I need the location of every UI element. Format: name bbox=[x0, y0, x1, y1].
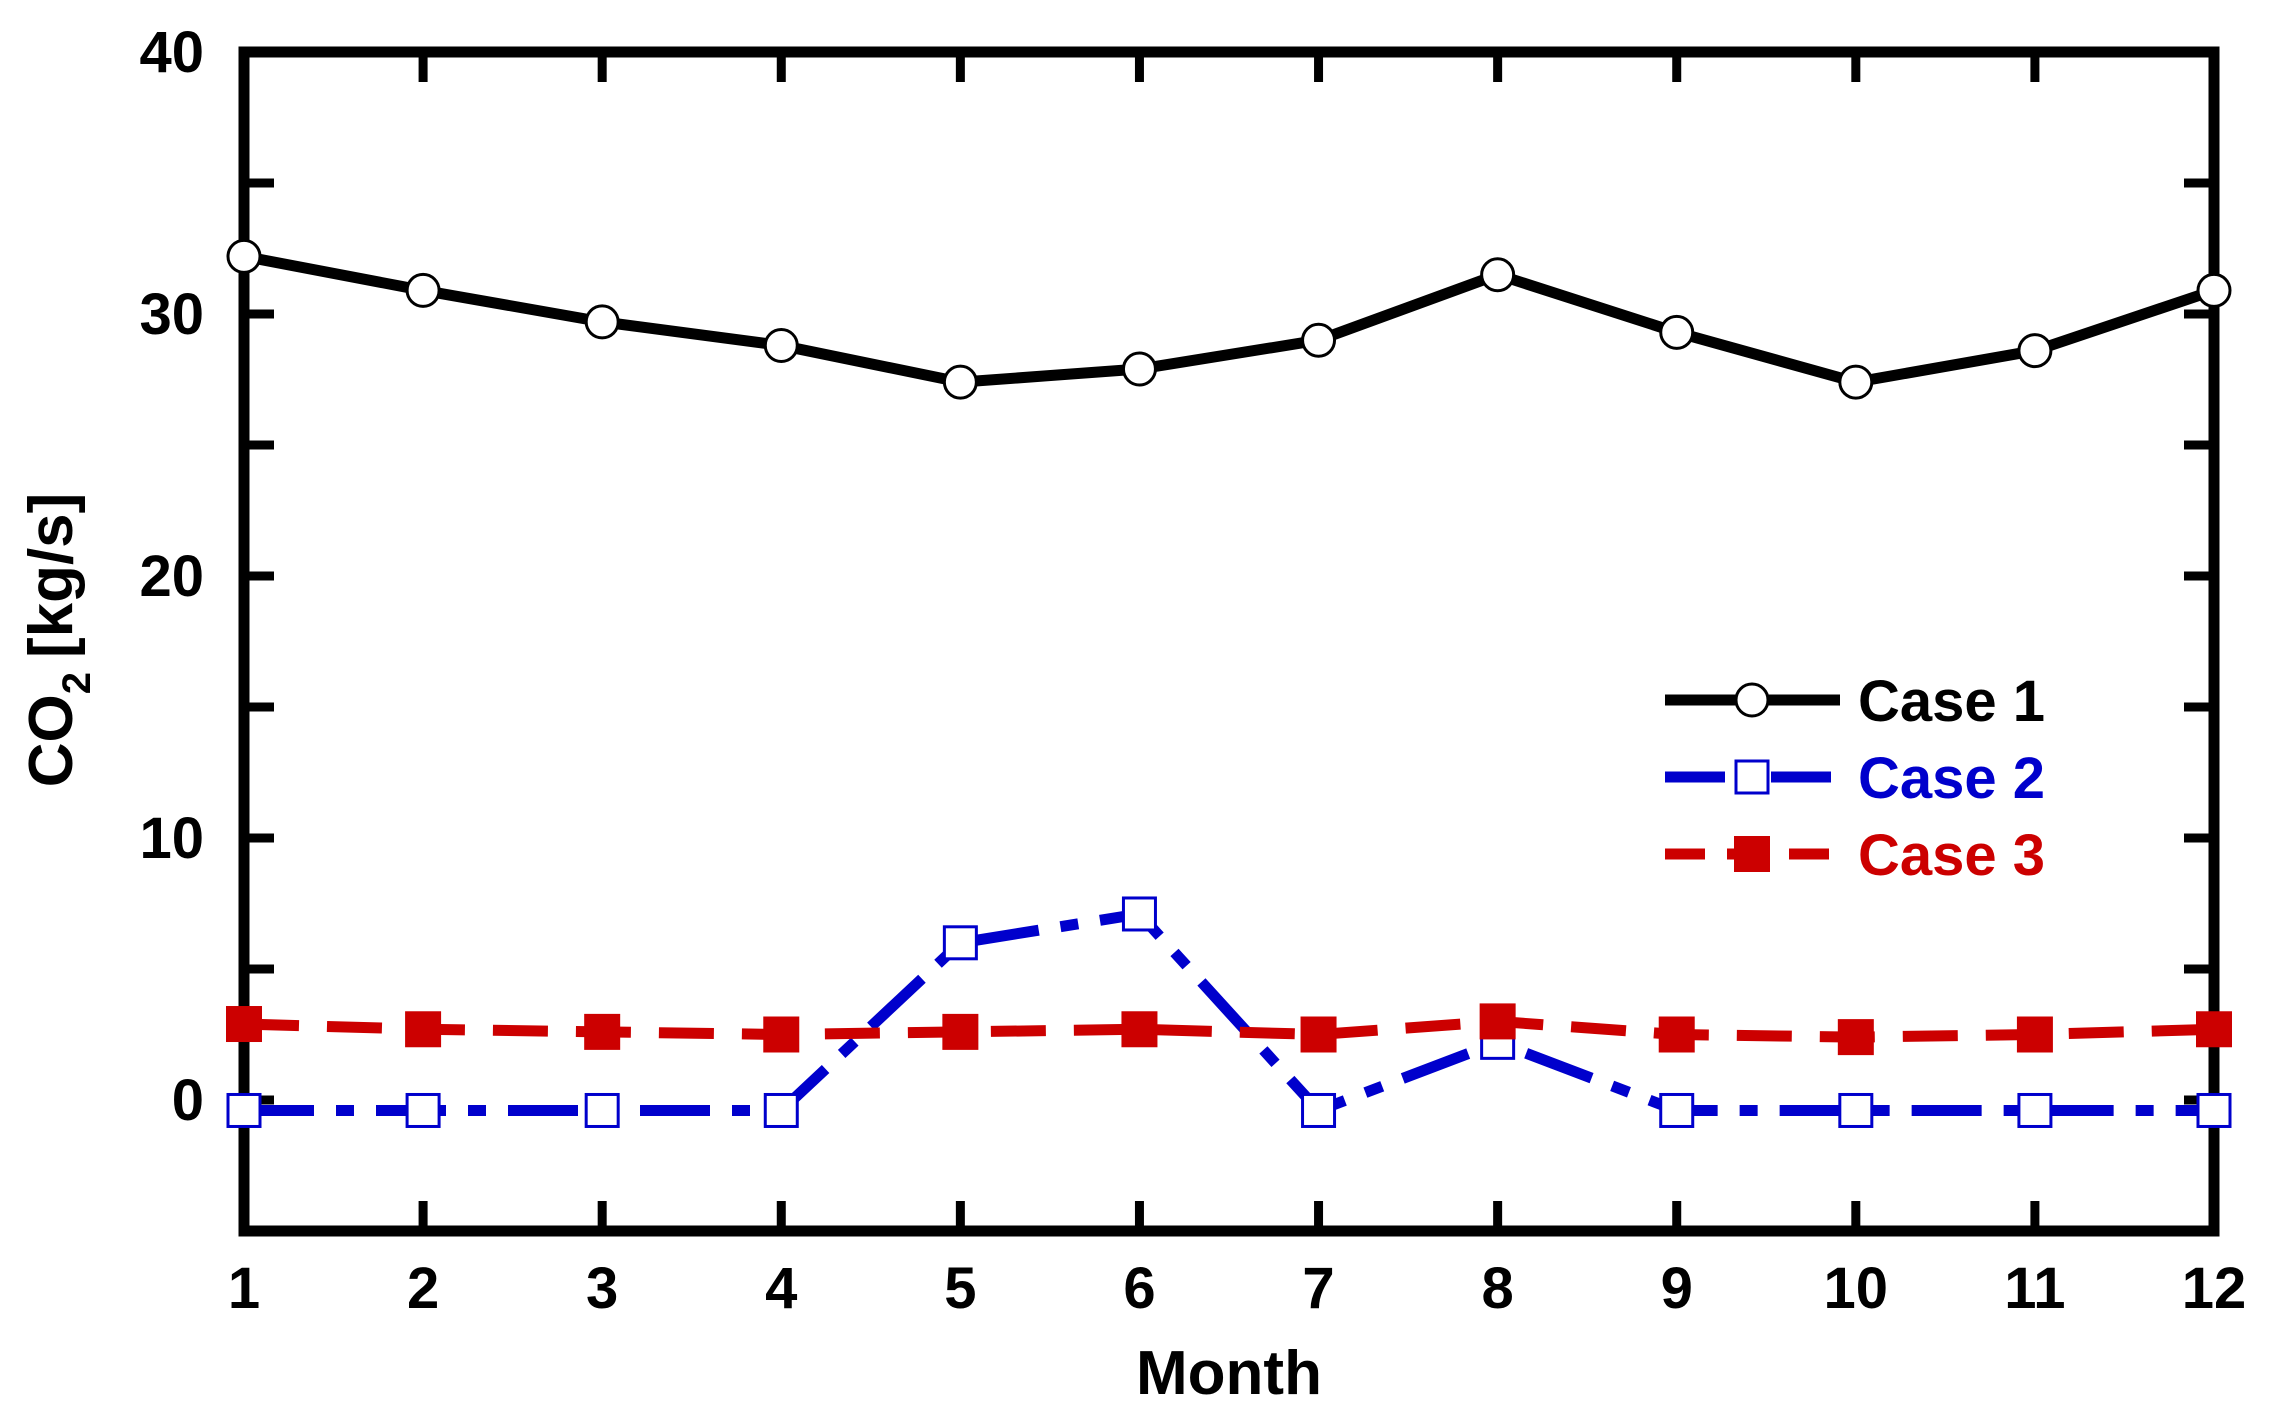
data-point bbox=[226, 238, 262, 274]
legend-marker bbox=[1734, 836, 1770, 872]
data-point bbox=[2017, 333, 2053, 369]
y-tick-label: 40 bbox=[139, 20, 204, 85]
data-point bbox=[405, 1011, 442, 1048]
data-point bbox=[1300, 1016, 1337, 1053]
series-2 bbox=[226, 896, 2232, 1128]
data-point bbox=[1838, 1092, 1874, 1128]
data-point bbox=[1121, 351, 1157, 387]
y-tick-label: 20 bbox=[139, 544, 204, 609]
legend-marker bbox=[1734, 759, 1770, 795]
axis-ticks bbox=[244, 52, 2214, 1236]
x-tick-label: 7 bbox=[1302, 1256, 1334, 1321]
data-point bbox=[1838, 364, 1874, 400]
x-tick-label: 12 bbox=[2182, 1256, 2247, 1321]
y-axis-label: CO2 [kg/s] bbox=[17, 493, 99, 788]
legend-marker bbox=[1734, 682, 1770, 718]
y-tick-label: 10 bbox=[139, 806, 204, 871]
x-tick-label: 5 bbox=[944, 1256, 976, 1321]
data-point bbox=[1121, 1011, 1158, 1048]
series-1 bbox=[226, 238, 2232, 400]
legend-entry-2: Case 2 bbox=[1665, 746, 2045, 811]
series-layer bbox=[226, 238, 2232, 1128]
y-axis-label-subscript: 2 bbox=[55, 672, 99, 694]
legend-label: Case 2 bbox=[1858, 746, 2045, 811]
y-tick-label: 0 bbox=[172, 1068, 204, 1133]
data-point bbox=[942, 925, 978, 961]
data-point bbox=[2016, 1016, 2053, 1053]
data-point bbox=[1301, 1092, 1337, 1128]
svg-text:CO2[kg/s]: CO2 [kg/s] bbox=[17, 493, 99, 788]
data-point bbox=[405, 1092, 441, 1128]
x-tick-label: 4 bbox=[765, 1256, 797, 1321]
x-tick-label: 9 bbox=[1661, 1256, 1693, 1321]
series-line bbox=[244, 908, 2214, 1116]
data-point bbox=[405, 272, 441, 308]
data-point bbox=[2196, 1011, 2232, 1048]
data-point bbox=[1658, 1016, 1695, 1053]
x-tick-label: 1 bbox=[228, 1256, 260, 1321]
data-point bbox=[584, 1013, 621, 1050]
y-axis-label-unit: [kg/s] bbox=[17, 493, 86, 658]
data-point bbox=[1659, 1092, 1695, 1128]
data-point bbox=[1659, 314, 1695, 350]
plot-frame bbox=[238, 46, 2220, 1237]
data-point bbox=[226, 1092, 262, 1128]
legend-entry-3: Case 3 bbox=[1665, 823, 2045, 888]
series-3 bbox=[226, 1003, 2232, 1056]
y-axis-label-main: CO bbox=[17, 694, 86, 787]
data-point bbox=[2196, 1092, 2232, 1128]
data-point bbox=[1837, 1019, 1874, 1056]
y-tick-label: 30 bbox=[139, 282, 204, 347]
x-tick-label: 3 bbox=[586, 1256, 618, 1321]
x-tick-label: 2 bbox=[407, 1256, 439, 1321]
x-axis-label: Month bbox=[1136, 1339, 1322, 1408]
data-point bbox=[584, 304, 620, 340]
legend-entry-1: Case 1 bbox=[1665, 669, 2045, 734]
x-tick-label: 10 bbox=[1824, 1256, 1889, 1321]
data-point bbox=[763, 327, 799, 363]
x-tick-label: 8 bbox=[1482, 1256, 1514, 1321]
series-line bbox=[242, 250, 2216, 388]
legend-label: Case 1 bbox=[1858, 669, 2045, 734]
data-point bbox=[763, 1092, 799, 1128]
data-point bbox=[1480, 257, 1516, 293]
data-point bbox=[1301, 322, 1337, 358]
legend-label: Case 3 bbox=[1858, 823, 2045, 888]
data-point bbox=[2196, 272, 2232, 308]
x-tick-label: 6 bbox=[1123, 1256, 1155, 1321]
x-tick-label: 11 bbox=[2004, 1256, 2065, 1321]
data-point bbox=[1479, 1003, 1516, 1040]
data-point bbox=[763, 1016, 800, 1053]
data-point bbox=[942, 1013, 979, 1050]
data-point bbox=[942, 364, 978, 400]
data-point bbox=[584, 1092, 620, 1128]
data-point bbox=[1121, 896, 1157, 932]
series-line bbox=[243, 1015, 2215, 1043]
legend: Case 1 Case 2 Case 3 bbox=[1665, 669, 2045, 888]
data-point bbox=[2017, 1092, 2053, 1128]
data-point bbox=[226, 1006, 262, 1043]
